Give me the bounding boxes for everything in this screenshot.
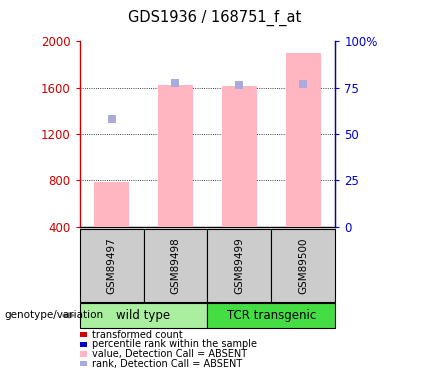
Point	[236, 82, 243, 88]
Text: value, Detection Call = ABSENT: value, Detection Call = ABSENT	[92, 349, 248, 359]
Text: GSM89500: GSM89500	[298, 237, 308, 294]
Text: percentile rank within the sample: percentile rank within the sample	[92, 339, 258, 349]
Point	[172, 80, 179, 86]
Bar	[94, 182, 129, 227]
Text: rank, Detection Call = ABSENT: rank, Detection Call = ABSENT	[92, 359, 243, 369]
Bar	[222, 87, 257, 227]
Bar	[286, 53, 321, 227]
Text: genotype/variation: genotype/variation	[4, 310, 104, 320]
Bar	[158, 86, 193, 227]
Text: GSM89497: GSM89497	[107, 237, 117, 294]
Text: transformed count: transformed count	[92, 330, 183, 339]
Text: GDS1936 / 168751_f_at: GDS1936 / 168751_f_at	[129, 9, 301, 26]
Text: TCR transgenic: TCR transgenic	[227, 309, 316, 322]
Point	[300, 81, 307, 87]
Text: wild type: wild type	[117, 309, 171, 322]
Text: GSM89499: GSM89499	[234, 237, 245, 294]
Point	[108, 116, 115, 122]
Text: GSM89498: GSM89498	[170, 237, 181, 294]
